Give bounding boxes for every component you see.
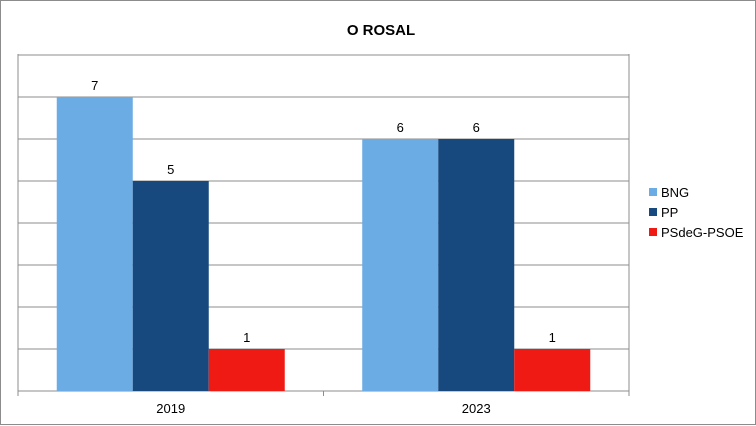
data-label: 6	[473, 120, 480, 135]
bar-bng-2019	[56, 97, 133, 391]
data-label: 1	[549, 330, 556, 345]
data-label: 5	[167, 162, 174, 177]
x-tick-label: 2019	[156, 401, 185, 416]
legend-swatch	[649, 188, 657, 196]
bar-pp-2023	[438, 139, 515, 391]
bar-psdeg-psoe-2019	[208, 349, 285, 391]
legend-swatch	[649, 208, 657, 216]
data-labels: 7 5 1 6 6 1	[91, 78, 556, 345]
legend-label: BNG	[661, 185, 689, 200]
x-tick-labels: 2019 2023	[156, 401, 490, 416]
bar-pp-2019	[132, 181, 209, 391]
data-label: 7	[91, 78, 98, 93]
legend: BNG PP PSdeG-PSOE	[649, 185, 744, 240]
data-label: 6	[397, 120, 404, 135]
legend-label: PSdeG-PSOE	[661, 225, 744, 240]
bar-psdeg-psoe-2023	[514, 349, 591, 391]
x-tick-label: 2023	[462, 401, 491, 416]
legend-swatch	[649, 228, 657, 236]
legend-label: PP	[661, 205, 678, 220]
bar-bng-2023	[362, 139, 439, 391]
chart-title: O ROSAL	[347, 22, 415, 39]
data-label: 1	[243, 330, 250, 345]
bars	[56, 97, 591, 391]
